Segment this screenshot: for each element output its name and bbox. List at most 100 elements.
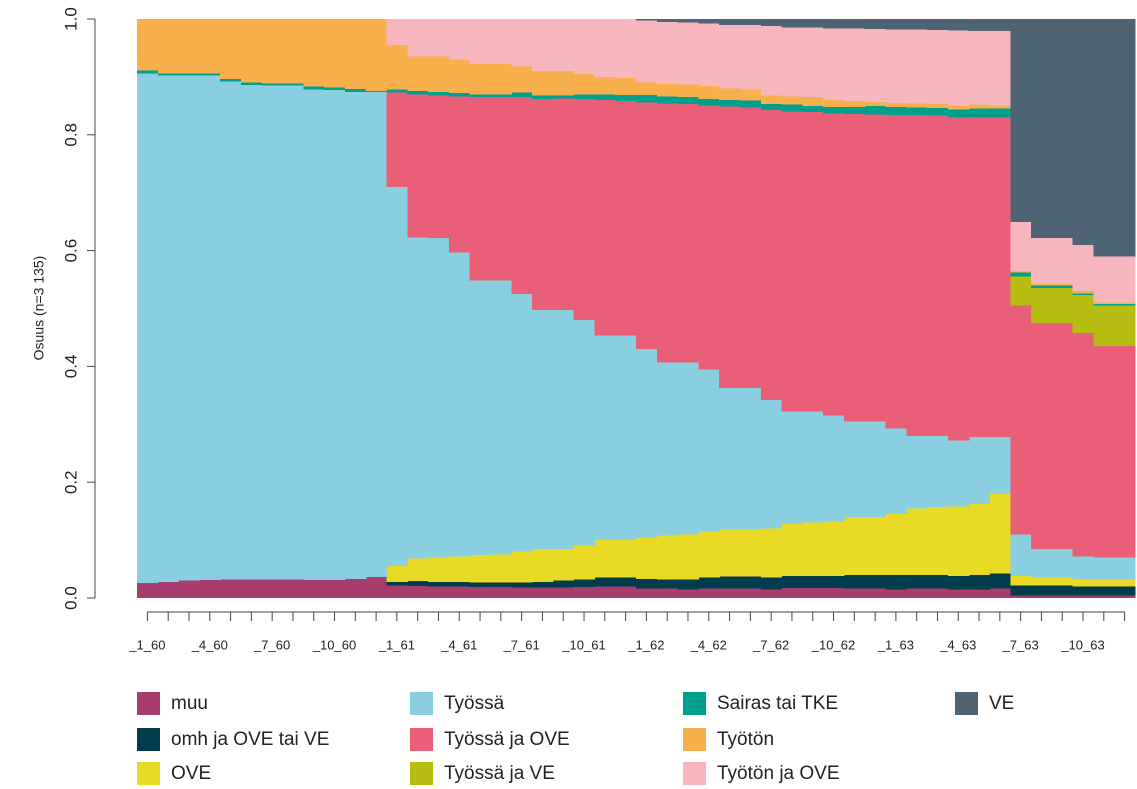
area-segment: [843, 516, 866, 575]
area-segment: [760, 589, 783, 598]
area-segment: [802, 19, 824, 28]
area-segment: [677, 589, 699, 598]
area-segment: [1114, 595, 1136, 598]
area-segment: [947, 440, 970, 507]
legend-label: Työtön ja OVE: [717, 763, 840, 784]
area-segment: [802, 588, 824, 598]
area-segment: [407, 237, 429, 559]
area-segment: [428, 237, 450, 558]
legend-swatch: [137, 762, 160, 785]
area-segment: [469, 582, 492, 587]
area-segment: [927, 108, 949, 116]
area-segment: [968, 437, 991, 505]
area-segment: [386, 566, 408, 582]
area-segment: [220, 19, 242, 80]
area-segment: [947, 117, 970, 441]
area-segment: [781, 588, 803, 598]
area-segment: [324, 87, 346, 91]
area-segment: [552, 98, 575, 311]
area-segment: [240, 579, 263, 598]
area-segment: [199, 73, 221, 76]
area-segment: [552, 587, 575, 598]
area-segment: [1051, 285, 1074, 289]
area-segment: [448, 586, 471, 598]
area-segment: [407, 19, 429, 57]
area-segment: [1010, 305, 1032, 535]
area-segment: [739, 576, 762, 589]
area-segment: [1051, 322, 1074, 549]
area-segment: [864, 101, 887, 106]
area-segment: [843, 113, 866, 422]
area-segment: [1051, 585, 1074, 596]
area-segment: [386, 89, 408, 93]
area-segment: [532, 310, 554, 549]
legend-label: OVE: [171, 763, 211, 784]
area-segment: [1010, 19, 1032, 223]
area-segment: [137, 70, 159, 74]
area-segment: [823, 28, 845, 101]
area-segment: [823, 113, 845, 416]
area-segment: [428, 586, 450, 598]
area-segment: [656, 103, 679, 363]
area-segment: [864, 114, 887, 422]
area-segment: [677, 104, 699, 363]
legend-label: VE: [989, 693, 1014, 714]
area-segment: [490, 97, 512, 281]
area-segment: [656, 579, 679, 589]
area-segment: [469, 280, 492, 556]
area-segment: [448, 93, 471, 97]
area-segment: [989, 108, 1011, 118]
area-segment: [303, 19, 325, 87]
area-segment: [303, 86, 325, 90]
area-segment: [781, 104, 803, 112]
x-tick-label: _10_63: [1060, 637, 1104, 652]
legend-swatch: [955, 692, 978, 715]
area-segment: [386, 186, 408, 567]
area-segment: [282, 19, 304, 84]
x-tick-label: _1_63: [877, 637, 914, 652]
area-segment: [989, 31, 1011, 106]
area-segment: [261, 85, 284, 580]
area-segment: [157, 73, 180, 76]
area-segment: [1093, 303, 1115, 306]
area-segment: [428, 19, 450, 57]
y-tick-label: 0.4: [61, 355, 80, 379]
area-segment: [573, 94, 596, 99]
area-segment: [1051, 577, 1074, 586]
area-segment: [989, 493, 1011, 574]
area-segment: [573, 545, 596, 580]
area-segment: [1051, 284, 1074, 286]
area-segment: [906, 574, 928, 589]
area-segment: [1072, 293, 1095, 296]
area-segment: [823, 100, 845, 108]
area-segment: [823, 415, 845, 522]
area-segment: [1051, 548, 1074, 578]
area-segment: [864, 516, 887, 575]
area-segment: [199, 19, 221, 74]
area-segment: [365, 19, 388, 91]
area-segment: [1114, 586, 1136, 596]
area-segment: [594, 76, 616, 95]
area-segment: [137, 582, 159, 598]
area-segment: [407, 90, 429, 95]
area-segment: [864, 28, 887, 102]
area-segment: [407, 581, 429, 586]
area-segment: [989, 19, 1011, 32]
area-segment: [594, 577, 616, 587]
area-segment: [760, 104, 783, 110]
area-segment: [407, 585, 429, 598]
area-segment: [927, 104, 949, 109]
area-segment: [428, 581, 450, 587]
area-segment: [469, 97, 492, 281]
legend-swatch: [410, 762, 433, 785]
area-segment: [532, 98, 554, 311]
area-segment: [1072, 19, 1095, 245]
area-segment: [636, 588, 658, 598]
area-segment: [594, 586, 616, 598]
area-segment: [1072, 244, 1095, 292]
area-segment: [1093, 557, 1115, 580]
area-segment: [1114, 303, 1136, 306]
area-segment: [1010, 270, 1032, 273]
area-segment: [802, 411, 824, 523]
